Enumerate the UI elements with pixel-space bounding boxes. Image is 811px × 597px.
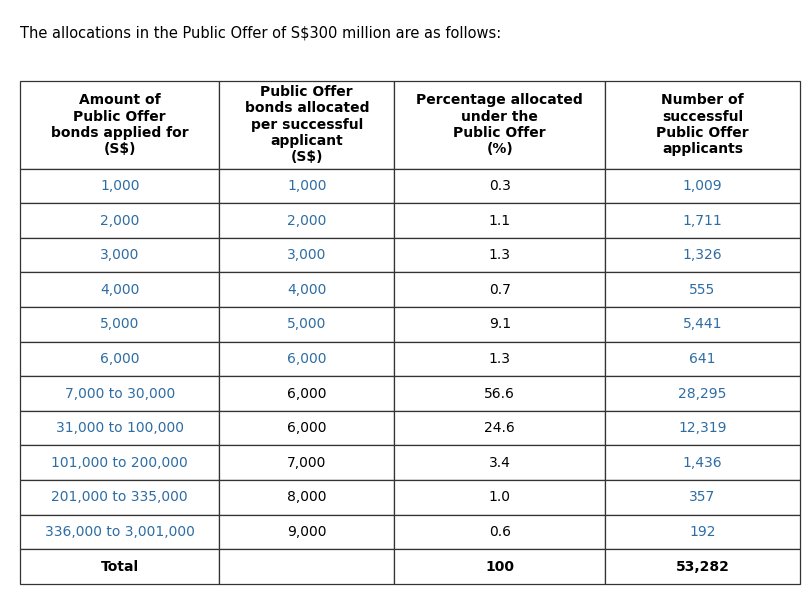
Text: 5,000: 5,000 xyxy=(100,318,139,331)
Text: 28,295: 28,295 xyxy=(677,387,726,401)
Text: 100: 100 xyxy=(485,559,513,574)
Text: 5,000: 5,000 xyxy=(287,318,326,331)
Text: Amount of
Public Offer
bonds applied for
(S$): Amount of Public Offer bonds applied for… xyxy=(51,93,188,156)
Text: 6,000: 6,000 xyxy=(286,421,326,435)
Text: 1,009: 1,009 xyxy=(682,179,721,193)
Text: 357: 357 xyxy=(689,490,714,504)
Text: 0.3: 0.3 xyxy=(488,179,510,193)
Text: 201,000 to 335,000: 201,000 to 335,000 xyxy=(51,490,188,504)
Text: The allocations in the Public Offer of S$300 million are as follows:: The allocations in the Public Offer of S… xyxy=(20,25,501,40)
Text: 1.3: 1.3 xyxy=(488,352,510,366)
Text: 1,000: 1,000 xyxy=(100,179,139,193)
Text: Number of
successful
Public Offer
applicants: Number of successful Public Offer applic… xyxy=(655,93,748,156)
Text: 8,000: 8,000 xyxy=(286,490,326,504)
Text: 0.7: 0.7 xyxy=(488,283,510,297)
Text: 6,000: 6,000 xyxy=(100,352,139,366)
Text: 53,282: 53,282 xyxy=(675,559,728,574)
Text: Percentage allocated
under the
Public Offer
(%): Percentage allocated under the Public Of… xyxy=(416,93,582,156)
Text: 1,711: 1,711 xyxy=(682,214,721,227)
Text: 7,000: 7,000 xyxy=(287,456,326,470)
Text: 4,000: 4,000 xyxy=(100,283,139,297)
Text: 56.6: 56.6 xyxy=(483,387,514,401)
Text: 1.0: 1.0 xyxy=(488,490,510,504)
Text: 192: 192 xyxy=(689,525,714,539)
Text: 24.6: 24.6 xyxy=(483,421,514,435)
Text: 3,000: 3,000 xyxy=(100,248,139,262)
Text: 12,319: 12,319 xyxy=(677,421,726,435)
Text: 9.1: 9.1 xyxy=(488,318,510,331)
Text: 101,000 to 200,000: 101,000 to 200,000 xyxy=(51,456,188,470)
Text: 1,436: 1,436 xyxy=(682,456,721,470)
Text: 4,000: 4,000 xyxy=(287,283,326,297)
Text: 5,441: 5,441 xyxy=(682,318,721,331)
Text: 9,000: 9,000 xyxy=(286,525,326,539)
Text: 0.6: 0.6 xyxy=(488,525,510,539)
Text: 1.1: 1.1 xyxy=(488,214,510,227)
Text: 555: 555 xyxy=(689,283,714,297)
Text: 31,000 to 100,000: 31,000 to 100,000 xyxy=(56,421,183,435)
Text: 1.3: 1.3 xyxy=(488,248,510,262)
Text: 1,326: 1,326 xyxy=(682,248,721,262)
Text: 641: 641 xyxy=(689,352,714,366)
Text: Total: Total xyxy=(101,559,139,574)
Text: 6,000: 6,000 xyxy=(286,352,326,366)
Text: 336,000 to 3,001,000: 336,000 to 3,001,000 xyxy=(45,525,195,539)
Text: 3,000: 3,000 xyxy=(287,248,326,262)
Text: 2,000: 2,000 xyxy=(100,214,139,227)
Text: 7,000 to 30,000: 7,000 to 30,000 xyxy=(65,387,174,401)
Text: Public Offer
bonds allocated
per successful
applicant
(S$): Public Offer bonds allocated per success… xyxy=(244,85,368,164)
Text: 2,000: 2,000 xyxy=(287,214,326,227)
Text: 6,000: 6,000 xyxy=(286,387,326,401)
Text: 3.4: 3.4 xyxy=(488,456,510,470)
Text: 1,000: 1,000 xyxy=(286,179,326,193)
